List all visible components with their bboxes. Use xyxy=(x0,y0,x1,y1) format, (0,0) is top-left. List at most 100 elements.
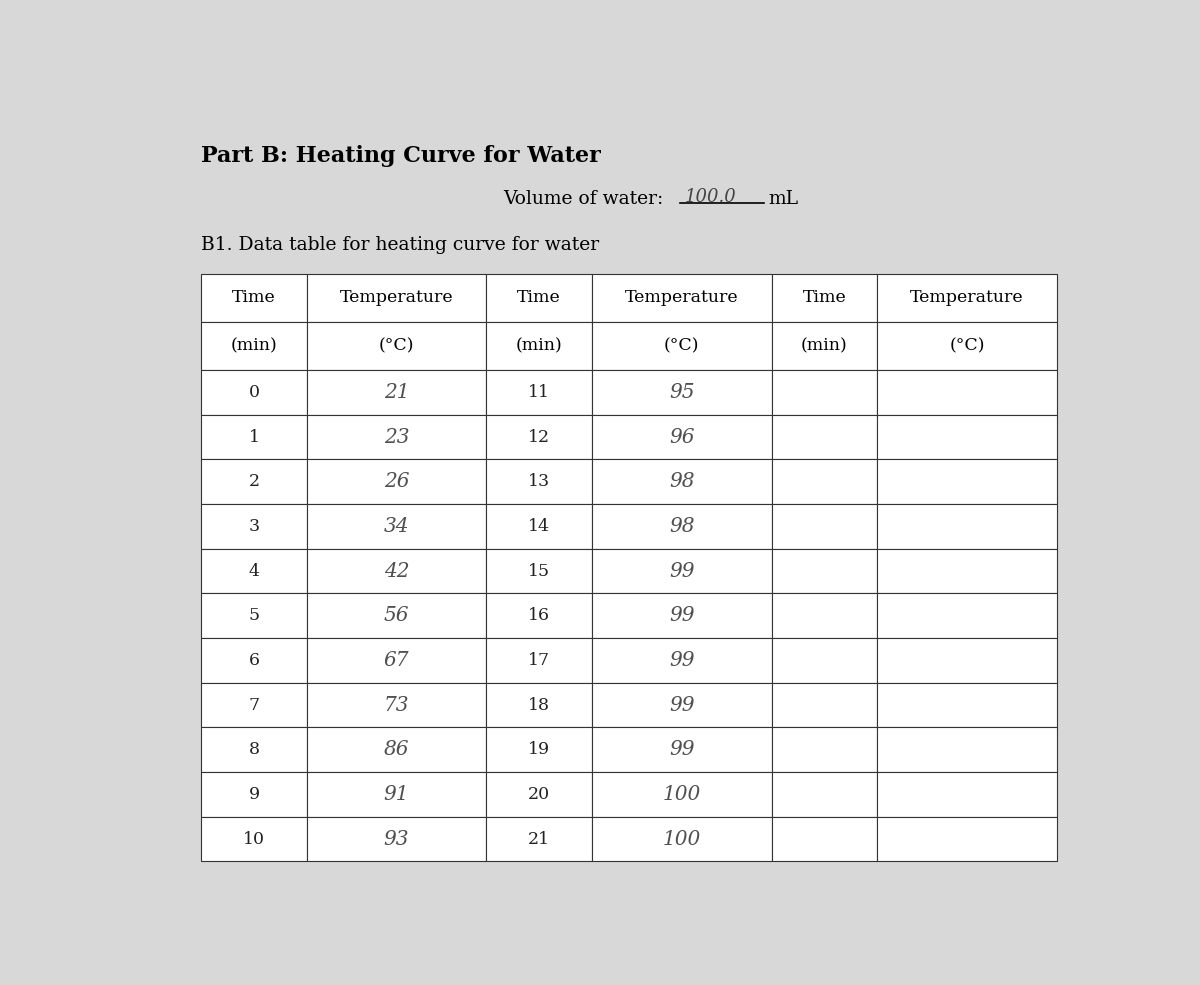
Bar xyxy=(486,504,592,549)
Text: 17: 17 xyxy=(528,652,551,669)
Text: 86: 86 xyxy=(384,741,409,759)
Bar xyxy=(877,772,1057,817)
Text: Time: Time xyxy=(803,290,846,306)
Bar xyxy=(486,772,592,817)
Bar xyxy=(307,504,486,549)
Bar xyxy=(877,638,1057,683)
Bar xyxy=(877,459,1057,504)
Bar xyxy=(592,728,772,772)
Text: 21: 21 xyxy=(528,830,551,848)
Bar xyxy=(307,817,486,862)
Text: Temperature: Temperature xyxy=(625,290,738,306)
Text: 67: 67 xyxy=(384,651,409,670)
Bar xyxy=(307,415,486,459)
Text: B1. Data table for heating curve for water: B1. Data table for heating curve for wat… xyxy=(202,235,599,254)
Text: 73: 73 xyxy=(384,695,409,715)
Text: 8: 8 xyxy=(248,742,259,758)
Bar xyxy=(202,322,307,370)
Bar xyxy=(307,593,486,638)
Text: 34: 34 xyxy=(384,517,409,536)
Text: Temperature: Temperature xyxy=(340,290,454,306)
Bar xyxy=(877,817,1057,862)
Bar xyxy=(772,415,877,459)
Bar xyxy=(202,415,307,459)
Text: 15: 15 xyxy=(528,562,551,579)
Text: 16: 16 xyxy=(528,608,550,624)
Bar xyxy=(877,322,1057,370)
Bar xyxy=(486,817,592,862)
Bar xyxy=(592,683,772,728)
Bar xyxy=(877,415,1057,459)
Text: 100.0: 100.0 xyxy=(685,188,737,206)
Bar xyxy=(772,772,877,817)
Text: 5: 5 xyxy=(248,608,259,624)
Bar xyxy=(772,728,877,772)
Bar xyxy=(877,549,1057,593)
Bar xyxy=(307,772,486,817)
Bar xyxy=(307,638,486,683)
Bar xyxy=(307,322,486,370)
Bar xyxy=(202,683,307,728)
Bar xyxy=(592,549,772,593)
Text: Time: Time xyxy=(517,290,562,306)
Bar xyxy=(592,817,772,862)
Text: 14: 14 xyxy=(528,518,550,535)
Bar xyxy=(772,638,877,683)
Bar xyxy=(486,728,592,772)
Text: 20: 20 xyxy=(528,786,551,803)
Text: 99: 99 xyxy=(670,561,695,580)
Text: Temperature: Temperature xyxy=(910,290,1024,306)
Bar xyxy=(772,683,877,728)
Text: 23: 23 xyxy=(384,427,409,446)
Text: 93: 93 xyxy=(384,829,409,849)
Bar xyxy=(202,370,307,415)
Text: 100: 100 xyxy=(662,785,701,804)
Bar xyxy=(486,415,592,459)
Bar xyxy=(307,683,486,728)
Text: 99: 99 xyxy=(670,741,695,759)
Text: (°C): (°C) xyxy=(379,338,414,355)
Bar xyxy=(486,593,592,638)
Bar xyxy=(592,504,772,549)
Bar xyxy=(877,683,1057,728)
Text: 11: 11 xyxy=(528,384,550,401)
Text: 19: 19 xyxy=(528,742,551,758)
Text: Volume of water:: Volume of water: xyxy=(504,190,664,208)
Text: Time: Time xyxy=(232,290,276,306)
Bar xyxy=(486,549,592,593)
Text: 99: 99 xyxy=(670,695,695,715)
Bar xyxy=(772,549,877,593)
Bar xyxy=(592,322,772,370)
Bar xyxy=(877,370,1057,415)
Text: 9: 9 xyxy=(248,786,259,803)
Bar xyxy=(202,504,307,549)
Text: 95: 95 xyxy=(670,383,695,402)
Text: 1: 1 xyxy=(248,428,259,445)
Text: 96: 96 xyxy=(670,427,695,446)
Bar xyxy=(592,370,772,415)
Bar xyxy=(202,638,307,683)
Text: (°C): (°C) xyxy=(664,338,700,355)
Bar xyxy=(592,772,772,817)
Text: 98: 98 xyxy=(670,517,695,536)
Text: 2: 2 xyxy=(248,473,259,491)
Bar xyxy=(877,504,1057,549)
Bar xyxy=(486,322,592,370)
Text: 13: 13 xyxy=(528,473,551,491)
Text: (min): (min) xyxy=(516,338,563,355)
Bar xyxy=(592,274,772,322)
Bar xyxy=(486,638,592,683)
Text: 99: 99 xyxy=(670,607,695,625)
Text: 42: 42 xyxy=(384,561,409,580)
Bar xyxy=(592,415,772,459)
Bar xyxy=(307,370,486,415)
Text: 18: 18 xyxy=(528,696,550,713)
Bar xyxy=(307,728,486,772)
Bar xyxy=(202,549,307,593)
Text: 56: 56 xyxy=(384,607,409,625)
Text: (min): (min) xyxy=(800,338,847,355)
Text: 98: 98 xyxy=(670,472,695,492)
Text: 10: 10 xyxy=(242,830,265,848)
Bar xyxy=(307,549,486,593)
Text: (min): (min) xyxy=(230,338,277,355)
